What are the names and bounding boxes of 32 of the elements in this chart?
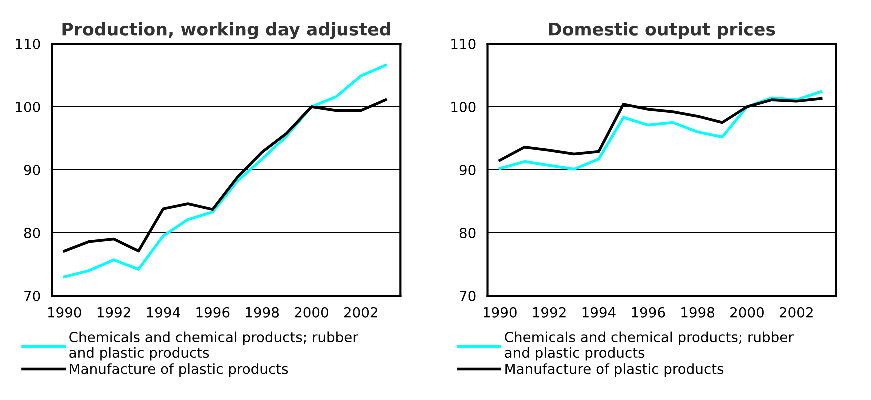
line-series <box>498 90 823 171</box>
legend-label: Manufacture of plastic products <box>70 364 288 378</box>
x-tick-label: 1990 <box>48 307 82 318</box>
y-tick-label: 90 <box>460 164 476 176</box>
y-tick-label: 100 <box>16 102 40 112</box>
x-tick-label: 2000 <box>295 307 328 318</box>
x-tick-label: 1992 <box>533 307 566 318</box>
y-tick-label: 90 <box>24 164 40 176</box>
x-tick-label: 2000 <box>730 307 764 318</box>
y-tick-label: 100 <box>452 102 476 112</box>
x-tick-label: 1998 <box>682 307 715 318</box>
y-tick-label: 70 <box>24 290 40 302</box>
x-tick-label: 1990 <box>484 307 517 318</box>
y-tick-label: 110 <box>452 38 476 50</box>
legend-label: Manufacture of plastic products <box>506 364 724 378</box>
x-tick-label: 1992 <box>98 307 130 318</box>
x-tick-label: 1998 <box>246 307 280 318</box>
x-tick-label: 1994 <box>582 307 616 318</box>
x-tick-label: 1996 <box>196 307 230 318</box>
chart-title: Domestic output prices <box>549 22 776 40</box>
line-series <box>63 64 388 278</box>
x-tick-label: 2002 <box>780 307 813 318</box>
x-tick-label: 2002 <box>344 307 378 318</box>
legend-label: Chemicals and chemical products; rubber and plastic products <box>505 332 794 361</box>
chart-title: Production, working day adjusted <box>62 22 390 40</box>
y-tick-label: 80 <box>24 228 40 238</box>
y-tick-label: 70 <box>460 290 476 302</box>
y-tick-label: 110 <box>16 38 40 50</box>
x-tick-label: 1996 <box>632 307 666 318</box>
x-tick-label: 1994 <box>147 307 180 318</box>
y-tick-label: 80 <box>460 228 476 238</box>
legend-label: Chemicals and chemical products; rubber and plastic products <box>70 332 358 361</box>
